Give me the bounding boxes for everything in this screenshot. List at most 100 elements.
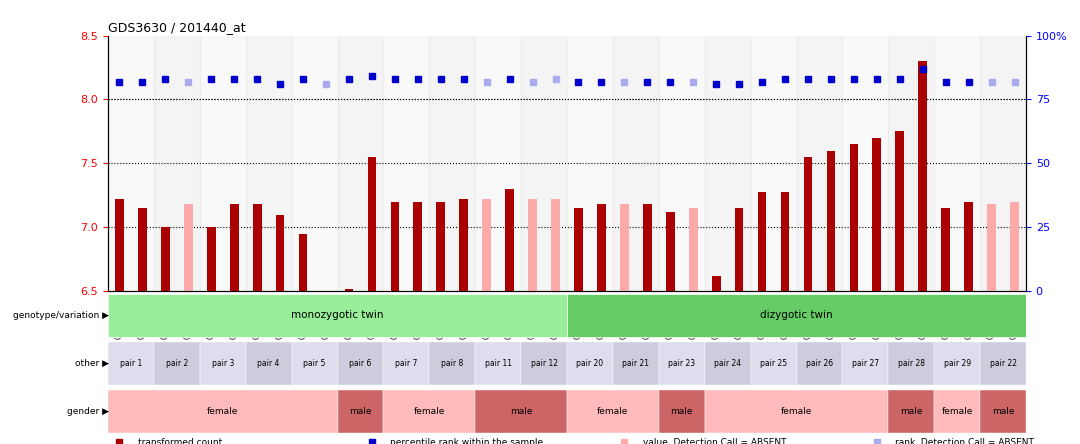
FancyBboxPatch shape [383, 389, 475, 433]
Bar [154, 36, 200, 291]
FancyBboxPatch shape [659, 341, 705, 385]
FancyBboxPatch shape [705, 341, 751, 385]
Bar [414, 202, 422, 291]
Text: female: female [414, 407, 445, 416]
Bar [842, 36, 889, 291]
Text: pair 11: pair 11 [485, 359, 512, 368]
Bar [337, 36, 383, 291]
Bar [689, 208, 698, 291]
Bar [597, 204, 606, 291]
Bar [758, 191, 767, 291]
Bar [459, 199, 468, 291]
FancyBboxPatch shape [292, 341, 337, 385]
Bar [430, 36, 475, 291]
Bar [528, 199, 537, 291]
Bar [184, 204, 192, 291]
FancyBboxPatch shape [108, 389, 337, 433]
Bar [207, 227, 216, 291]
FancyBboxPatch shape [705, 389, 889, 433]
Text: genotype/variation ▶: genotype/variation ▶ [13, 311, 109, 320]
Bar [436, 202, 445, 291]
Bar [850, 144, 859, 291]
Bar [391, 202, 400, 291]
FancyBboxPatch shape [613, 341, 659, 385]
Bar [712, 276, 720, 291]
Text: male: male [349, 407, 372, 416]
Text: pair 3: pair 3 [212, 359, 234, 368]
FancyBboxPatch shape [934, 389, 981, 433]
Text: pair 7: pair 7 [395, 359, 418, 368]
Bar [889, 36, 934, 291]
Bar [987, 204, 996, 291]
FancyBboxPatch shape [567, 341, 613, 385]
Bar [918, 61, 927, 291]
FancyBboxPatch shape [981, 341, 1026, 385]
Text: rank, Detection Call = ABSENT: rank, Detection Call = ABSENT [895, 438, 1034, 444]
Text: pair 27: pair 27 [852, 359, 879, 368]
Text: female: female [207, 407, 239, 416]
Bar [964, 202, 973, 291]
Bar [551, 199, 559, 291]
FancyBboxPatch shape [430, 341, 475, 385]
Bar [804, 157, 812, 291]
FancyBboxPatch shape [751, 341, 797, 385]
FancyBboxPatch shape [659, 389, 705, 433]
Text: pair 6: pair 6 [349, 359, 372, 368]
Bar [299, 234, 308, 291]
Text: pair 5: pair 5 [303, 359, 326, 368]
FancyBboxPatch shape [889, 341, 934, 385]
Text: pair 28: pair 28 [897, 359, 924, 368]
FancyBboxPatch shape [842, 341, 889, 385]
FancyBboxPatch shape [383, 341, 430, 385]
Bar [383, 36, 429, 291]
Bar [797, 36, 842, 291]
Bar [659, 36, 705, 291]
FancyBboxPatch shape [108, 341, 154, 385]
Text: pair 22: pair 22 [989, 359, 1016, 368]
Text: dizygotic twin: dizygotic twin [760, 310, 833, 320]
Text: pair 29: pair 29 [944, 359, 971, 368]
Text: other ▶: other ▶ [76, 359, 109, 368]
Text: pair 21: pair 21 [622, 359, 649, 368]
Text: pair 8: pair 8 [441, 359, 463, 368]
Bar [505, 189, 514, 291]
FancyBboxPatch shape [200, 341, 246, 385]
Text: gender ▶: gender ▶ [67, 407, 109, 416]
Bar [873, 138, 881, 291]
Bar [734, 208, 743, 291]
Bar [705, 36, 751, 291]
FancyBboxPatch shape [934, 341, 981, 385]
Bar [200, 36, 246, 291]
Bar [567, 36, 613, 291]
Bar [345, 289, 353, 291]
Text: pair 24: pair 24 [714, 359, 741, 368]
Text: pair 26: pair 26 [806, 359, 833, 368]
Text: male: male [671, 407, 693, 416]
Text: male: male [991, 407, 1014, 416]
FancyBboxPatch shape [797, 341, 842, 385]
FancyBboxPatch shape [567, 389, 659, 433]
Text: pair 23: pair 23 [669, 359, 696, 368]
Bar [666, 212, 675, 291]
FancyBboxPatch shape [475, 389, 567, 433]
Bar [116, 199, 124, 291]
Text: pair 1: pair 1 [120, 359, 143, 368]
Bar [292, 36, 337, 291]
Text: male: male [510, 407, 532, 416]
Bar [934, 36, 981, 291]
Bar [367, 157, 376, 291]
FancyBboxPatch shape [567, 293, 1026, 337]
Text: pair 2: pair 2 [165, 359, 188, 368]
Bar [613, 36, 659, 291]
Text: female: female [942, 407, 973, 416]
FancyBboxPatch shape [475, 341, 522, 385]
Text: male: male [900, 407, 922, 416]
Bar [942, 208, 950, 291]
Bar [246, 36, 292, 291]
FancyBboxPatch shape [981, 389, 1026, 433]
Text: percentile rank within the sample: percentile rank within the sample [390, 438, 543, 444]
Bar [981, 36, 1026, 291]
Text: female: female [597, 407, 629, 416]
FancyBboxPatch shape [522, 341, 567, 385]
Bar [522, 36, 567, 291]
